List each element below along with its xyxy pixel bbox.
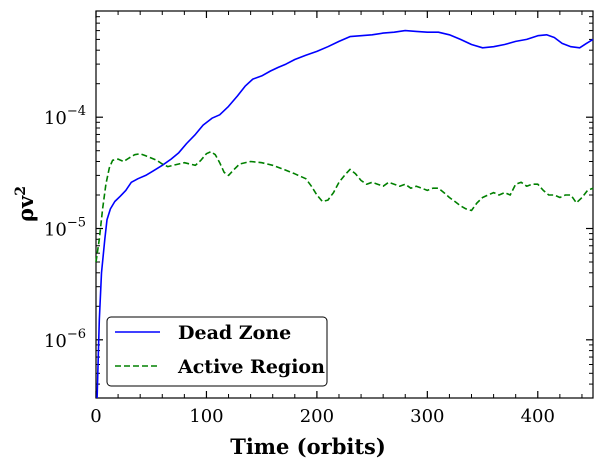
series-line-dead-zone: [96, 29, 594, 399]
x-tick-label: 300: [410, 406, 444, 427]
x-tick-label: 0: [90, 406, 101, 427]
legend-box: [106, 316, 328, 387]
series-lines: [95, 29, 594, 399]
minor-ticks: [96, 11, 593, 399]
x-axis-title: Time (orbits): [230, 434, 386, 459]
y-ticks: 10−6 10−5 10−4: [44, 104, 593, 352]
legend-label-active-region: Active Region: [177, 356, 325, 378]
y-tick-label: 10−6: [44, 327, 86, 352]
x-ticks: 0 100 200 300 400: [90, 11, 555, 427]
x-tick-label: 400: [521, 406, 555, 427]
x-tick-label: 100: [189, 406, 223, 427]
y-axis-title-superscript: 2: [13, 186, 29, 196]
legend-label-dead-zone: Dead Zone: [178, 322, 291, 344]
y-axis-title-base: ρv: [13, 195, 38, 222]
legend: Dead Zone Active Region: [106, 316, 328, 387]
x-tick-label: 200: [300, 406, 334, 427]
y-tick-label: 10−4: [44, 104, 86, 129]
series-line-active-region: [95, 150, 594, 263]
y-axis-title: ρv2: [13, 186, 38, 222]
y-tick-label: 10−5: [44, 216, 86, 241]
